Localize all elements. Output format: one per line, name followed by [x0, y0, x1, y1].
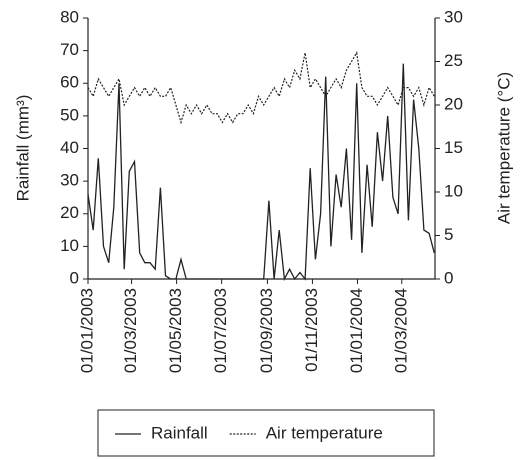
y-tick-label: 40: [60, 138, 79, 157]
x-tick-label: 01/05/2003: [166, 288, 185, 373]
x-tick-label: 01/03/2004: [391, 288, 410, 373]
x-tick-label: 01/09/2003: [257, 288, 276, 373]
y2-tick-label: 5: [444, 225, 453, 244]
y-tick-label: 30: [60, 171, 79, 190]
x-tick-label: 01/01/2004: [347, 288, 366, 373]
legend-label: Air temperature: [266, 423, 383, 442]
y2-tick-label: 10: [444, 181, 463, 200]
y2-axis-title: Air temperature (°C): [494, 72, 513, 224]
y-tick-label: 50: [60, 105, 79, 124]
y2-tick-label: 20: [444, 94, 463, 113]
y-tick-label: 10: [60, 236, 79, 255]
legend-box: [97, 409, 435, 457]
y2-tick-label: 0: [444, 268, 453, 287]
series-line: [87, 51, 435, 125]
series-line: [87, 63, 435, 282]
legend-label: Rainfall: [151, 423, 208, 442]
y-tick-label: 20: [60, 203, 79, 222]
x-tick-label: 01/01/2003: [77, 288, 96, 373]
y2-tick-label: 15: [444, 138, 463, 157]
y-tick-label: 80: [60, 7, 79, 26]
x-tick-label: 01/11/2003: [302, 288, 321, 372]
y-tick-label: 60: [60, 73, 79, 92]
x-tick-label: 01/03/2003: [121, 288, 140, 373]
axis-frame: [87, 18, 436, 280]
y2-tick-label: 30: [444, 7, 463, 26]
y2-tick-label: 25: [444, 51, 463, 70]
x-tick-label: 01/07/2003: [211, 288, 230, 373]
y-tick-label: 70: [60, 40, 79, 59]
y-tick-label: 0: [70, 268, 79, 287]
y-axis-title: Rainfall (mm³): [13, 95, 32, 202]
